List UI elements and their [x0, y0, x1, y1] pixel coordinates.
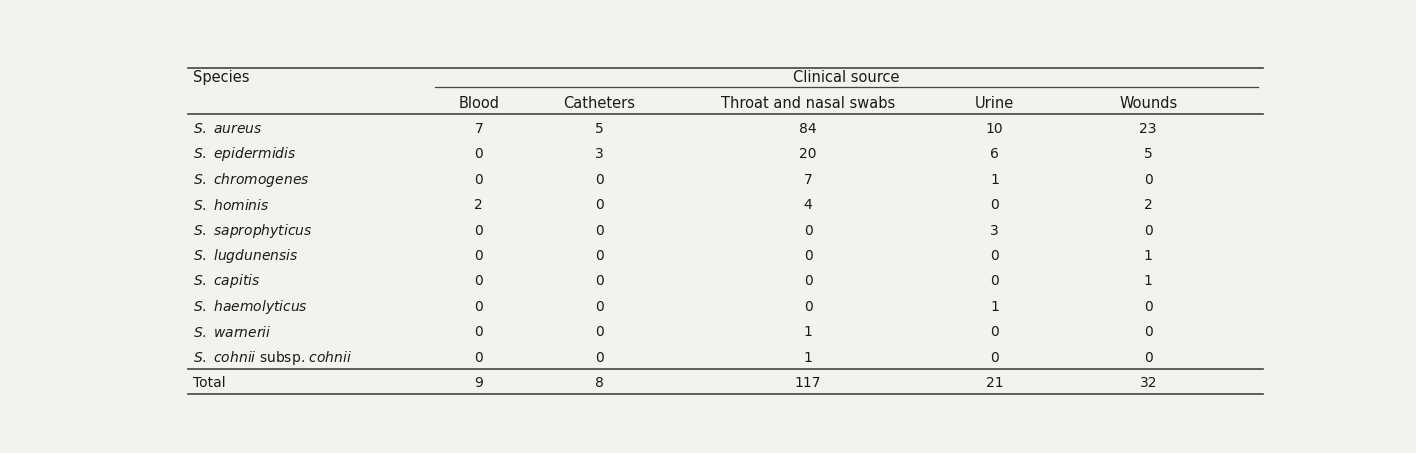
Text: 0: 0: [474, 325, 483, 339]
Text: $\mathit{S.}$ $\mathit{hominis}$: $\mathit{S.}$ $\mathit{hominis}$: [194, 198, 270, 212]
Text: Total: Total: [194, 376, 227, 390]
Text: 5: 5: [1144, 147, 1153, 161]
Text: 0: 0: [990, 351, 998, 365]
Text: 1: 1: [1144, 249, 1153, 263]
Text: 1: 1: [803, 325, 813, 339]
Text: 20: 20: [799, 147, 817, 161]
Text: 5: 5: [595, 121, 603, 135]
Text: 0: 0: [595, 300, 603, 314]
Text: $\mathit{S.}$ $\mathit{lugdunensis}$: $\mathit{S.}$ $\mathit{lugdunensis}$: [194, 247, 299, 265]
Text: 32: 32: [1140, 376, 1157, 390]
Text: 2: 2: [474, 198, 483, 212]
Text: 0: 0: [474, 147, 483, 161]
Text: 0: 0: [990, 249, 998, 263]
Text: 1: 1: [803, 351, 813, 365]
Text: 0: 0: [474, 223, 483, 237]
Text: 3: 3: [990, 223, 998, 237]
Text: 0: 0: [804, 223, 813, 237]
Text: Blood: Blood: [459, 96, 500, 111]
Text: 23: 23: [1140, 121, 1157, 135]
Text: 2: 2: [1144, 198, 1153, 212]
Text: $\mathit{S.}$ $\mathit{epidermidis}$: $\mathit{S.}$ $\mathit{epidermidis}$: [194, 145, 297, 163]
Text: 0: 0: [990, 325, 998, 339]
Text: 7: 7: [804, 173, 813, 187]
Text: Urine: Urine: [976, 96, 1014, 111]
Text: 0: 0: [474, 275, 483, 289]
Text: Wounds: Wounds: [1119, 96, 1177, 111]
Text: 21: 21: [986, 376, 1004, 390]
Text: 0: 0: [1144, 223, 1153, 237]
Text: Throat and nasal swabs: Throat and nasal swabs: [721, 96, 895, 111]
Text: 1: 1: [990, 300, 1000, 314]
Text: 0: 0: [595, 351, 603, 365]
Text: Species: Species: [194, 70, 251, 85]
Text: 117: 117: [794, 376, 821, 390]
Text: 10: 10: [986, 121, 1004, 135]
Text: Catheters: Catheters: [564, 96, 636, 111]
Text: 0: 0: [804, 275, 813, 289]
Text: 7: 7: [474, 121, 483, 135]
Text: 0: 0: [1144, 173, 1153, 187]
Text: 0: 0: [474, 351, 483, 365]
Text: 84: 84: [799, 121, 817, 135]
Text: 8: 8: [595, 376, 605, 390]
Text: 0: 0: [595, 275, 603, 289]
Text: $\mathit{S.}$ $\mathit{haemolyticus}$: $\mathit{S.}$ $\mathit{haemolyticus}$: [194, 298, 309, 316]
Text: 0: 0: [990, 198, 998, 212]
Text: 9: 9: [474, 376, 483, 390]
Text: 4: 4: [804, 198, 813, 212]
Text: 0: 0: [595, 173, 603, 187]
Text: 0: 0: [595, 223, 603, 237]
Text: $\mathit{S.}$ $\mathit{warnerii}$: $\mathit{S.}$ $\mathit{warnerii}$: [194, 325, 272, 340]
Text: $\mathit{S.}$ $\mathit{saprophyticus}$: $\mathit{S.}$ $\mathit{saprophyticus}$: [194, 222, 313, 240]
Text: $\mathit{S.}$ $\mathit{chromogenes}$: $\mathit{S.}$ $\mathit{chromogenes}$: [194, 170, 310, 188]
Text: 0: 0: [1144, 300, 1153, 314]
Text: 0: 0: [990, 275, 998, 289]
Text: 0: 0: [474, 173, 483, 187]
Text: 0: 0: [595, 198, 603, 212]
Text: 0: 0: [1144, 325, 1153, 339]
Text: $\mathit{S.}$ $\mathit{cohnii}$ subsp. $\mathit{cohnii}$: $\mathit{S.}$ $\mathit{cohnii}$ subsp. $…: [194, 349, 353, 367]
Text: 0: 0: [804, 300, 813, 314]
Text: 0: 0: [474, 249, 483, 263]
Text: $\mathit{S.}$ $\mathit{capitis}$: $\mathit{S.}$ $\mathit{capitis}$: [194, 273, 261, 290]
Text: 0: 0: [1144, 351, 1153, 365]
Text: 1: 1: [1144, 275, 1153, 289]
Text: 0: 0: [804, 249, 813, 263]
Text: 6: 6: [990, 147, 1000, 161]
Text: 0: 0: [595, 249, 603, 263]
Text: $\mathit{S.}$ $\mathit{aureus}$: $\mathit{S.}$ $\mathit{aureus}$: [194, 121, 263, 135]
Text: 0: 0: [595, 325, 603, 339]
Text: 0: 0: [474, 300, 483, 314]
Text: 3: 3: [595, 147, 603, 161]
Text: Clinical source: Clinical source: [793, 70, 899, 85]
Text: 1: 1: [990, 173, 1000, 187]
